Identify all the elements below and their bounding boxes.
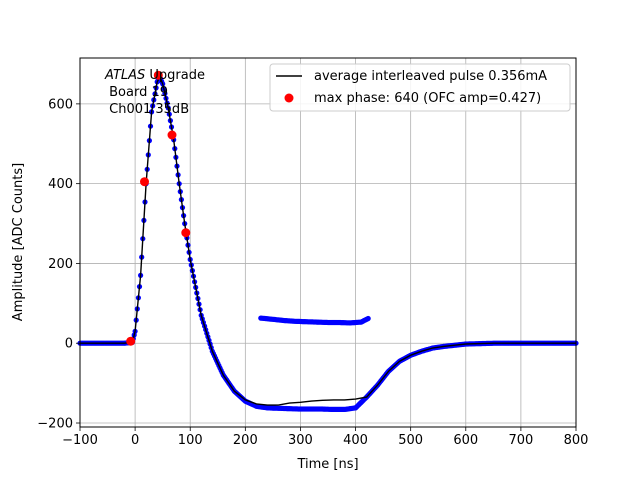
data-point-blue bbox=[365, 315, 371, 322]
x-tick-label: 0 bbox=[131, 433, 139, 448]
x-axis-label: Time [ns] bbox=[296, 457, 358, 472]
svg-text:ATLAS Upgrade: ATLAS Upgrade bbox=[104, 68, 205, 83]
x-tick-label: 200 bbox=[233, 433, 258, 448]
plot-frame bbox=[79, 57, 577, 428]
y-axis-label: Amplitude [ADC Counts] bbox=[11, 163, 26, 321]
legend-entry-max-phase: max phase: 640 (OFC amp=0.427) bbox=[314, 91, 541, 106]
x-tick-label: −100 bbox=[62, 433, 98, 448]
data-point-max-phase bbox=[153, 70, 163, 80]
x-tick-label: 600 bbox=[453, 433, 478, 448]
data-point-max-phase bbox=[140, 177, 149, 187]
legend-entry-pulse: average interleaved pulse 0.356mA bbox=[314, 69, 547, 84]
legend: average interleaved pulse 0.356mA max ph… bbox=[269, 63, 571, 112]
data-point-max-phase bbox=[181, 228, 191, 238]
annotation-line2: Board 19 bbox=[105, 85, 168, 100]
chart-annotation: ATLAS Upgrade Board 19 Ch001 35dB bbox=[104, 68, 205, 117]
x-tick-label: 400 bbox=[343, 433, 368, 448]
annotation-italic: ATLAS bbox=[104, 68, 145, 83]
y-tick-label: 0 bbox=[65, 337, 73, 352]
y-tick-label: 400 bbox=[48, 177, 73, 192]
annotation-line1-rest: Upgrade bbox=[145, 68, 205, 83]
y-tick-label: 200 bbox=[48, 257, 73, 272]
y-tick-label: −200 bbox=[37, 417, 73, 432]
x-tick-label: 100 bbox=[178, 433, 203, 448]
series-line-average-pulse bbox=[80, 75, 576, 406]
data-point-max-phase bbox=[167, 130, 177, 140]
legend-marker-swatch bbox=[284, 93, 294, 103]
plot-series bbox=[77, 70, 579, 412]
x-tick-label: 500 bbox=[398, 433, 423, 448]
axis-ticks: −100 0 100 200 300 400 500 600 700 800 −200 0 200 400… bbox=[37, 97, 588, 448]
y-tick-label: 600 bbox=[48, 97, 73, 112]
x-tick-label: 700 bbox=[508, 433, 533, 448]
annotation-line3: Ch001 35dB bbox=[105, 102, 189, 117]
data-point-max-phase bbox=[126, 336, 136, 346]
x-tick-label: 800 bbox=[564, 433, 589, 448]
grid-lines bbox=[79, 58, 577, 427]
legend-box bbox=[269, 63, 571, 112]
x-tick-label: 300 bbox=[288, 433, 313, 448]
